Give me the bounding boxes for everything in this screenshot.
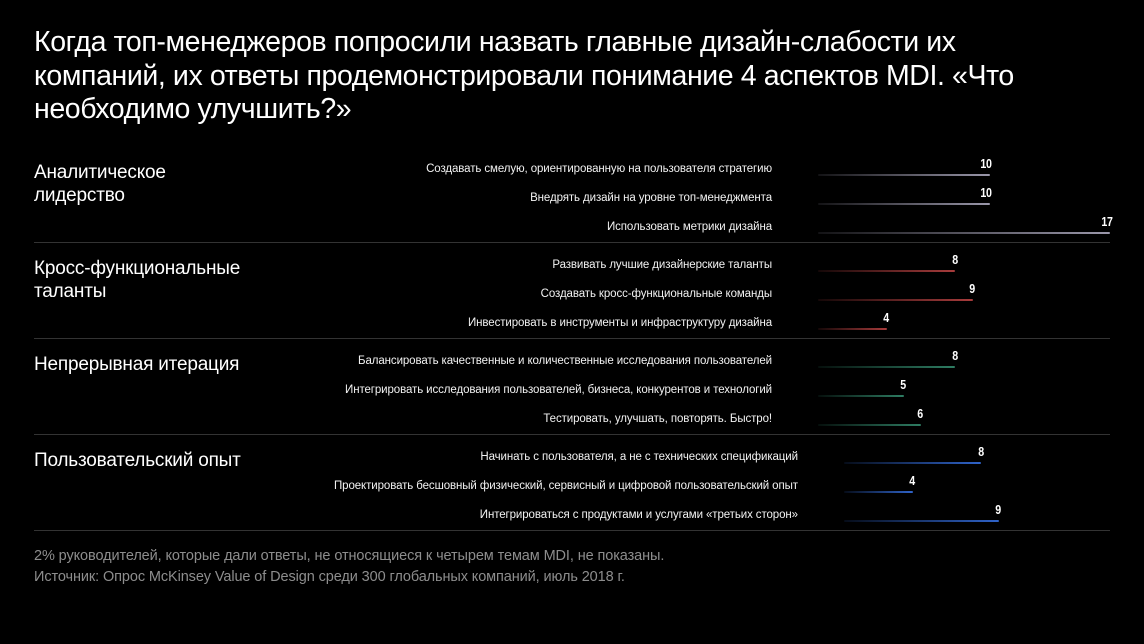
group-section-analytical-leadership: Аналитическое лидерство Создавать смелую… bbox=[34, 147, 1112, 243]
bar-area: 17 bbox=[818, 213, 1112, 242]
group-rows: Начинать с пользователя, а не с техничес… bbox=[334, 443, 1136, 530]
bar-row: Внедрять дизайн на уровне топ-менеджмент… bbox=[334, 184, 1110, 213]
bar: 9 bbox=[843, 502, 1001, 522]
bar-row: Начинать с пользователя, а не с техничес… bbox=[334, 443, 1136, 472]
group-section-cross-functional-talent: Кросс-функциональные таланты Развивать л… bbox=[34, 243, 1110, 339]
bar-area: 8 bbox=[843, 443, 1136, 472]
category-label: Непрерывная итерация bbox=[34, 353, 240, 375]
bar-area: 10 bbox=[818, 184, 1110, 213]
bar: 8 bbox=[818, 348, 958, 368]
category-label: Аналитическое лидерство bbox=[34, 161, 166, 207]
bar: 6 bbox=[818, 406, 923, 426]
bar: 5 bbox=[818, 377, 906, 397]
bar: 8 bbox=[818, 252, 958, 272]
bar: 17 bbox=[818, 214, 1112, 234]
bar-row: Инвестировать в инструменты и инфраструк… bbox=[334, 309, 1110, 338]
bar-row-label: Инвестировать в инструменты и инфраструк… bbox=[467, 317, 772, 330]
group-rows: Развивать лучшие дизайнерские таланты 8 … bbox=[334, 251, 1110, 338]
bar-row: Создавать кросс-функциональные команды 9 bbox=[334, 280, 1110, 309]
bar-row: Интегрироваться с продуктами и услугами … bbox=[334, 501, 1136, 530]
bar-area: 4 bbox=[843, 472, 1136, 501]
bar-value-label: 17 bbox=[1100, 213, 1112, 229]
bar-row: Тестировать, улучшать, повторять. Быстро… bbox=[334, 405, 1110, 434]
bar-row: Использовать метрики дизайна 17 bbox=[334, 213, 1112, 242]
bar: 4 bbox=[818, 310, 889, 330]
bar-value-label: 8 bbox=[951, 251, 958, 267]
bar-row: Балансировать качественные и количествен… bbox=[334, 347, 1110, 376]
group-section-user-experience: Пользовательский опыт Начинать с пользов… bbox=[34, 435, 1110, 531]
bar-value-label: 10 bbox=[980, 155, 992, 171]
bar-row: Проектировать бесшовный физический, серв… bbox=[334, 472, 1136, 501]
bar-area: 8 bbox=[818, 251, 1110, 280]
category-label: Кросс-функциональные таланты bbox=[34, 257, 241, 303]
bar-row-label: Создавать кросс-функциональные команды bbox=[540, 288, 772, 301]
bar-value-label: 5 bbox=[900, 376, 906, 392]
bar-area: 10 bbox=[818, 155, 1110, 184]
bar-row-label: Использовать метрики дизайна bbox=[606, 221, 772, 234]
bar-value-label: 8 bbox=[977, 443, 984, 459]
bar: 9 bbox=[818, 281, 975, 301]
group-rows: Создавать смелую, ориентированную на пол… bbox=[334, 155, 1112, 242]
bar-row-label: Балансировать качественные и количествен… bbox=[358, 355, 772, 368]
bar-area: 9 bbox=[818, 280, 1110, 309]
bar-row-label: Тестировать, улучшать, повторять. Быстро… bbox=[543, 413, 772, 426]
group-rows: Балансировать качественные и количествен… bbox=[334, 347, 1110, 434]
bar: 10 bbox=[818, 185, 992, 205]
page-title: Когда топ-менеджеров попросили назвать г… bbox=[34, 26, 1014, 126]
bar-value-label: 9 bbox=[994, 501, 1001, 517]
bar-row: Интегрировать исследования пользователей… bbox=[334, 376, 1110, 405]
group-section-continuous-iteration: Непрерывная итерация Балансировать качес… bbox=[34, 339, 1110, 435]
bar-area: 9 bbox=[843, 501, 1136, 530]
bar-row-label: Проектировать бесшовный физический, серв… bbox=[334, 480, 798, 493]
bar: 8 bbox=[843, 444, 984, 464]
bar: 4 bbox=[843, 473, 915, 493]
bar-value-label: 6 bbox=[917, 405, 924, 421]
bar-area: 5 bbox=[818, 376, 1110, 405]
bar-chart: Аналитическое лидерство Создавать смелую… bbox=[34, 147, 1112, 531]
bar-area: 8 bbox=[818, 347, 1110, 376]
bar-row-label: Создавать смелую, ориентированную на пол… bbox=[426, 163, 772, 176]
bar-value-label: 10 bbox=[980, 184, 992, 200]
footer: 2% руководителей, которые дали ответы, н… bbox=[34, 531, 1110, 588]
bar-value-label: 4 bbox=[909, 472, 915, 488]
bar-row-label: Начинать с пользователя, а не с техничес… bbox=[480, 451, 798, 464]
bar-row-label: Интегрироваться с продуктами и услугами … bbox=[479, 509, 798, 522]
bar-row-label: Развивать лучшие дизайнерские таланты bbox=[552, 259, 772, 272]
bar-area: 6 bbox=[818, 405, 1110, 434]
bar: 10 bbox=[818, 156, 992, 176]
bar-value-label: 4 bbox=[883, 309, 889, 325]
category-label: Пользовательский опыт bbox=[34, 449, 241, 471]
bar-area: 4 bbox=[818, 309, 1110, 338]
bar-value-label: 8 bbox=[951, 347, 958, 363]
source-note: Источник: Опрос McKinsey Value of Design… bbox=[34, 568, 625, 585]
bar-value-label: 9 bbox=[969, 280, 975, 296]
bar-row-label: Внедрять дизайн на уровне топ-менеджмент… bbox=[530, 192, 772, 205]
bar-row: Создавать смелую, ориентированную на пол… bbox=[334, 155, 1110, 184]
bar-row-label: Интегрировать исследования пользователей… bbox=[345, 384, 772, 397]
footnote: 2% руководителей, которые дали ответы, н… bbox=[34, 547, 665, 564]
bar-row: Развивать лучшие дизайнерские таланты 8 bbox=[334, 251, 1110, 280]
